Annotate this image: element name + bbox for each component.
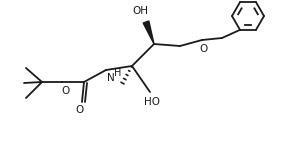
Polygon shape xyxy=(143,21,154,44)
Text: O: O xyxy=(61,86,69,96)
Text: H: H xyxy=(114,68,122,78)
Text: OH: OH xyxy=(132,6,148,16)
Text: N: N xyxy=(107,73,115,83)
Text: HO: HO xyxy=(144,97,160,107)
Text: O: O xyxy=(76,105,84,115)
Text: O: O xyxy=(200,44,208,54)
